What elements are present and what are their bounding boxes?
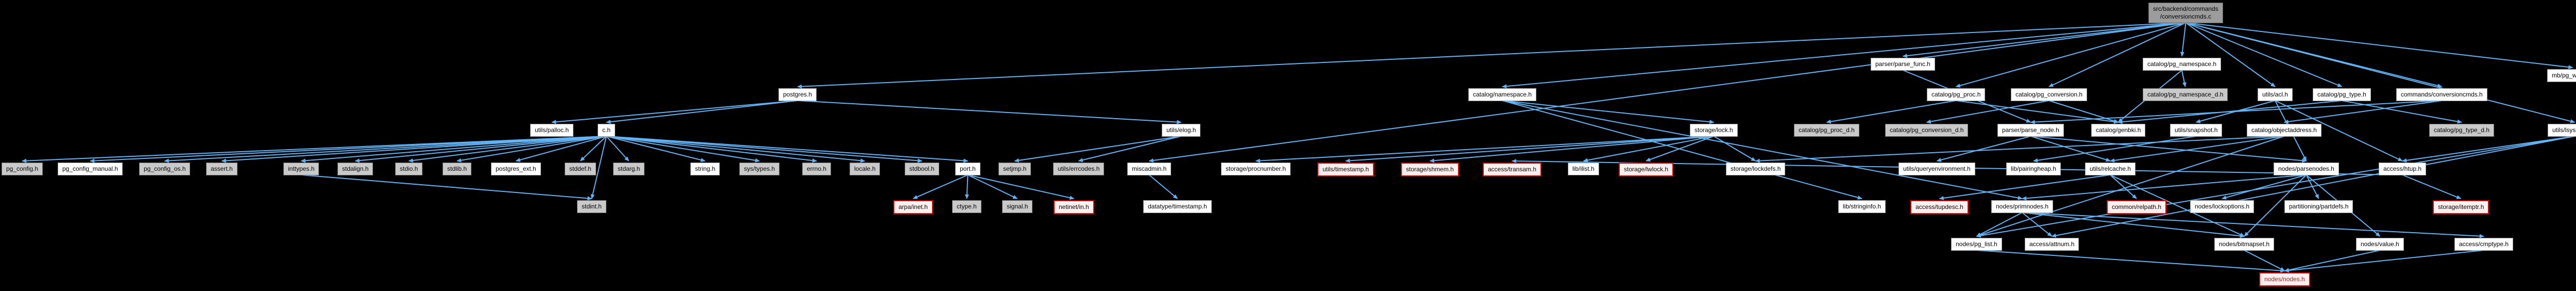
- graph-node-pg-wchar[interactable]: mb/pg_wchar.h: [2547, 69, 2576, 82]
- graph-node-objectaddress[interactable]: catalog/objectaddress.h: [2247, 124, 2321, 137]
- graph-node-lockoptions[interactable]: nodes/lockoptions.h: [2190, 200, 2255, 213]
- graph-node-assert-h[interactable]: assert.h: [206, 163, 238, 175]
- graph-node-setjmp[interactable]: setjmp.h: [998, 163, 1031, 175]
- graph-node-htup[interactable]: access/htup.h: [2379, 163, 2427, 175]
- graph-node-attnum[interactable]: access/attnum.h: [2025, 238, 2079, 251]
- graph-node-nodes-h[interactable]: nodes/nodes.h: [2259, 272, 2310, 286]
- graph-node-port[interactable]: port.h: [955, 163, 980, 175]
- graph-node-genbki[interactable]: catalog/genbki.h: [2091, 124, 2146, 137]
- graph-node-bitmapset[interactable]: nodes/bitmapset.h: [2214, 238, 2275, 251]
- graph-node-pg-proc[interactable]: catalog/pg_proc.h: [1927, 88, 1986, 101]
- graph-node-sys-types[interactable]: sys/types.h: [739, 163, 780, 175]
- graph-node-root[interactable]: src/backend/commands /conversioncmds.c: [2148, 3, 2223, 23]
- graph-node-primnodes[interactable]: nodes/primnodes.h: [1991, 200, 2054, 213]
- graph-node-errno[interactable]: errno.h: [802, 163, 832, 175]
- graph-node-inttypes[interactable]: inttypes.h: [283, 163, 319, 175]
- graph-node-pg-conversion[interactable]: catalog/pg_conversion.h: [2011, 88, 2088, 101]
- graph-node-itemptr[interactable]: storage/itemptr.h: [2433, 200, 2489, 214]
- graph-node-pg-conversion-d[interactable]: catalog/pg_conversion_d.h: [1885, 124, 1969, 137]
- graph-node-stdio[interactable]: stdio.h: [395, 163, 423, 175]
- graph-node-value[interactable]: nodes/value.h: [2356, 238, 2404, 251]
- graph-node-partdefs[interactable]: partitioning/partdefs.h: [2284, 200, 2353, 213]
- graph-node-elog[interactable]: utils/elog.h: [1162, 124, 1201, 137]
- graph-node-lockdefs[interactable]: storage/lockdefs.h: [1726, 163, 1786, 175]
- graph-node-relpath[interactable]: common/relpath.h: [2107, 200, 2167, 214]
- graph-node-lsyscache[interactable]: utils/lsyscache.h: [2548, 124, 2576, 137]
- graph-node-pg-config[interactable]: pg_config.h: [2, 163, 43, 175]
- graph-node-ccmds-h[interactable]: commands/conversioncmds.h: [2396, 88, 2487, 101]
- graph-node-locale[interactable]: locale.h: [850, 163, 880, 175]
- graph-node-cmptype[interactable]: access/cmptype.h: [2454, 238, 2514, 251]
- graph-node-stdalign[interactable]: stdalign.h: [337, 163, 374, 175]
- graph-node-relcache[interactable]: utils/relcache.h: [2085, 163, 2136, 175]
- graph-node-pg-proc-d[interactable]: catalog/pg_proc_d.h: [1794, 124, 1859, 137]
- graph-node-timestamp[interactable]: utils/timestamp.h: [1317, 163, 1375, 176]
- graph-node-string-h[interactable]: string.h: [690, 163, 720, 175]
- graph-node-ilist[interactable]: lib/ilist.h: [1568, 163, 1599, 175]
- graph-node-stddef[interactable]: stddef.h: [565, 163, 596, 175]
- graph-node-arpa-inet[interactable]: arpa/inet.h: [893, 200, 933, 214]
- graph-node-pg-type-d[interactable]: catalog/pg_type_d.h: [2429, 124, 2495, 137]
- graph-node-stdarg[interactable]: stdarg.h: [613, 163, 645, 175]
- graph-node-parse-node[interactable]: parser/parse_node.h: [1997, 124, 2064, 137]
- graph-node-pg-namespace-d[interactable]: catalog/pg_namespace_d.h: [2143, 88, 2228, 101]
- graph-node-pg-list[interactable]: nodes/pg_list.h: [1951, 238, 2002, 251]
- graph-node-tupdesc[interactable]: access/tupdesc.h: [1910, 200, 1969, 214]
- graph-node-procnumber[interactable]: storage/procnumber.h: [1221, 163, 1291, 175]
- graph-node-pairingheap[interactable]: lib/pairingheap.h: [2006, 163, 2061, 175]
- graph-node-c-h[interactable]: c.h: [598, 124, 616, 137]
- graph-node-pg-config-manual[interactable]: pg_config_manual.h: [58, 163, 123, 175]
- graph-node-snapshot[interactable]: utils/snapshot.h: [2170, 124, 2223, 137]
- graph-node-datatype-timestamp[interactable]: datatype/timestamp.h: [1143, 200, 1212, 213]
- graph-node-pg-namespace[interactable]: catalog/pg_namespace.h: [2143, 58, 2222, 71]
- graph-node-queryenv[interactable]: utils/queryenvironment.h: [1899, 163, 1975, 175]
- graph-node-parse-func[interactable]: parser/parse_func.h: [1871, 58, 1935, 71]
- graph-node-pg-config-os[interactable]: pg_config_os.h: [139, 163, 191, 175]
- graph-node-miscadmin[interactable]: miscadmin.h: [1127, 163, 1172, 175]
- graph-node-stringinfo[interactable]: lib/stringinfo.h: [1838, 200, 1886, 213]
- graph-node-stdbool[interactable]: stdbool.h: [905, 163, 939, 175]
- graph-node-stdint[interactable]: stdint.h: [577, 200, 606, 213]
- graph-node-namespace[interactable]: catalog/namespace.h: [1468, 88, 1537, 101]
- graph-node-transam[interactable]: access/transam.h: [1483, 163, 1542, 176]
- graph-node-ctype[interactable]: ctype.h: [952, 200, 981, 213]
- graph-node-netinet-in[interactable]: netinet/in.h: [1054, 200, 1094, 214]
- graph-node-acl[interactable]: utils/acl.h: [2258, 88, 2293, 101]
- graph-node-stdlib[interactable]: stdlib.h: [443, 163, 472, 175]
- graph-node-lwlock[interactable]: storage/lwlock.h: [1619, 163, 1674, 176]
- graph-node-pg-type[interactable]: catalog/pg_type.h: [2313, 88, 2371, 101]
- graph-node-postgres-ext[interactable]: postgres_ext.h: [491, 163, 541, 175]
- graph-node-postgres[interactable]: postgres.h: [778, 88, 817, 101]
- graph-node-lock[interactable]: storage/lock.h: [1690, 124, 1738, 137]
- graph-node-palloc[interactable]: utils/palloc.h: [530, 124, 574, 137]
- graph-node-signal[interactable]: signal.h: [1002, 200, 1033, 213]
- graph-node-parsenodes[interactable]: nodes/parsenodes.h: [2274, 163, 2339, 175]
- graph-node-shmem[interactable]: storage/shmem.h: [1401, 163, 1459, 176]
- graph-node-errcodes[interactable]: utils/errcodes.h: [1053, 163, 1105, 175]
